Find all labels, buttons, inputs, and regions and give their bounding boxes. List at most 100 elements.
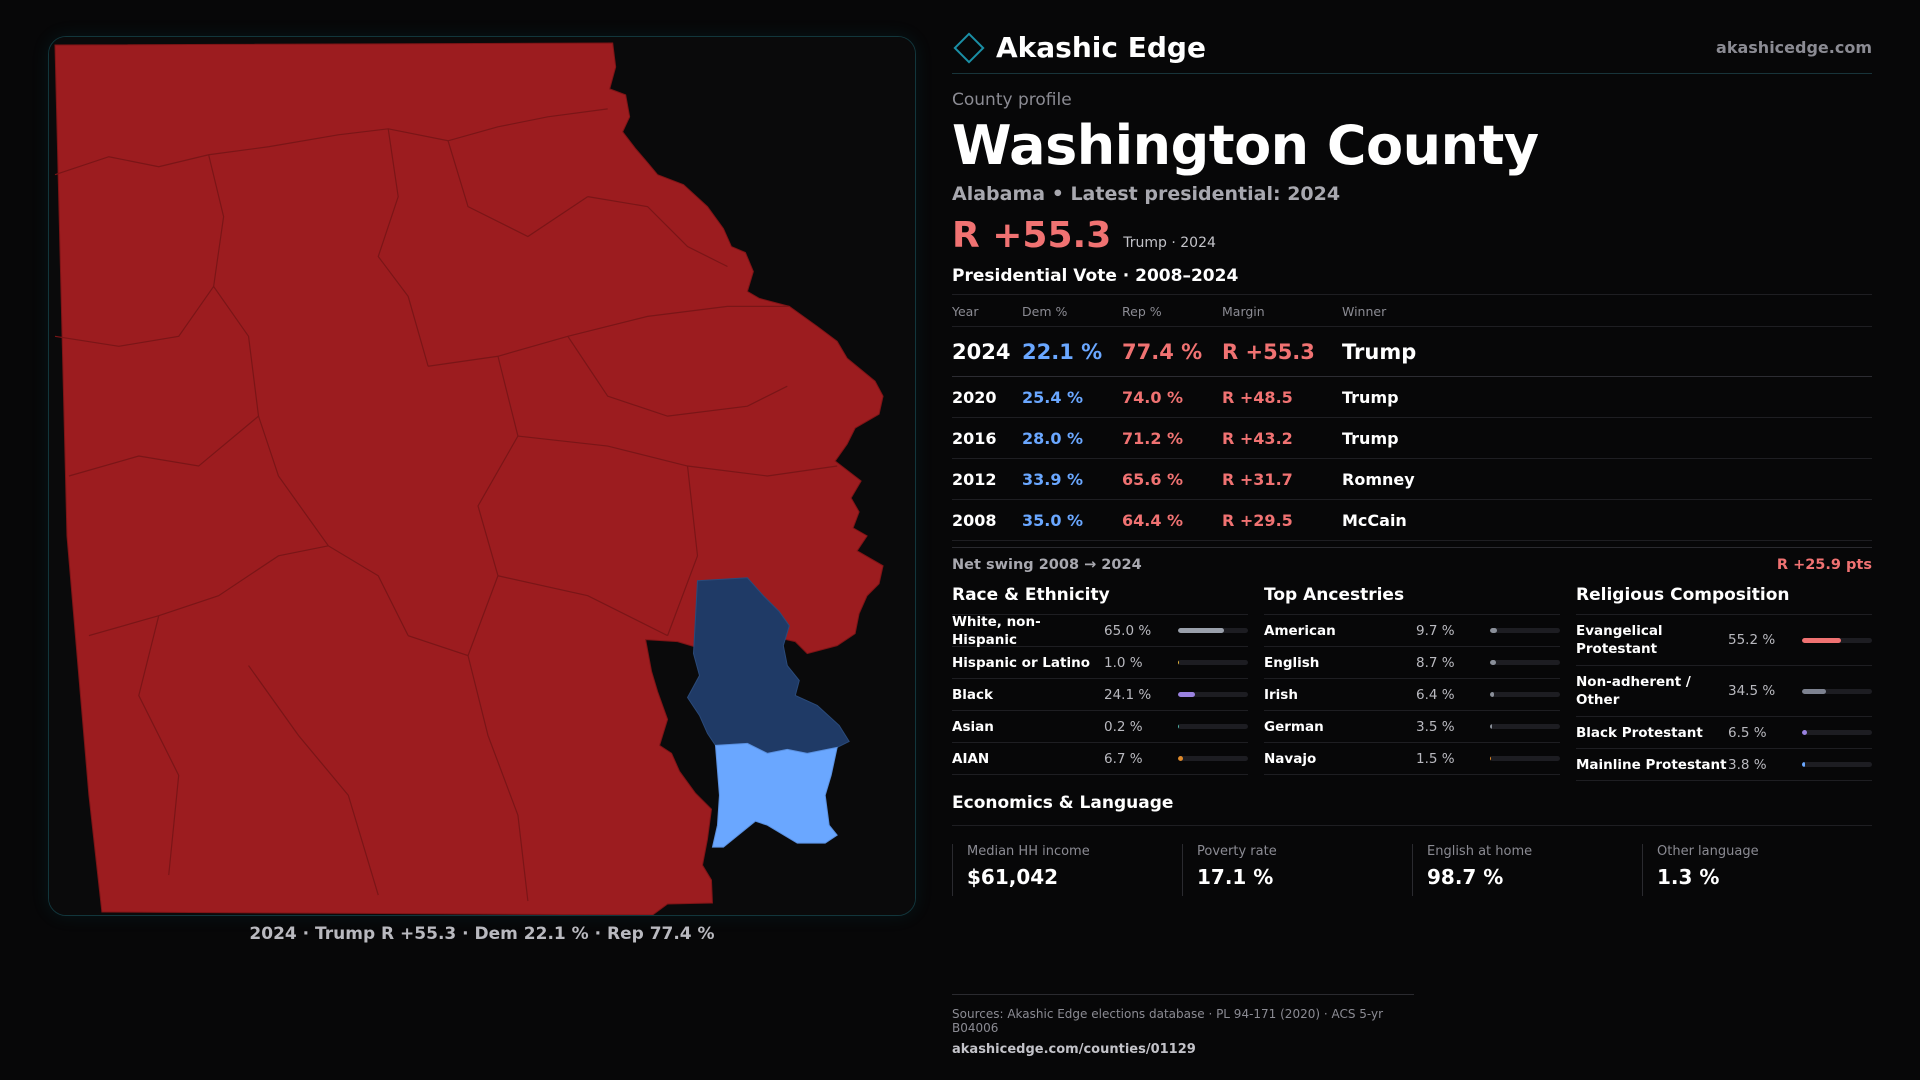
eyebrow: County profile: [952, 90, 1072, 110]
item-percent: 55.2 %: [1728, 632, 1776, 649]
list-item[interactable]: Mainline Protestant 3.8 %: [1576, 749, 1872, 782]
item-label: Black: [952, 686, 994, 703]
item-label: Hispanic or Latino: [952, 654, 1090, 671]
item-percent: 1.5 %: [1416, 750, 1455, 767]
brand-url-link[interactable]: akashicedge.com: [1716, 38, 1872, 57]
table-row[interactable]: 2016 28.0 % 71.2 % R +43.2 Trump: [952, 417, 1872, 460]
list-item[interactable]: Black 24.1 %: [952, 679, 1248, 712]
item-bar-fill: [1178, 660, 1179, 666]
item-percent: 65.0 %: [1104, 622, 1152, 639]
demographics-grid: Race & Ethnicity White, non-Hispanic 65.0…: [952, 585, 1872, 782]
ancestry-section: Top Ancestries American 9.7 % English 8.7 %…: [1264, 585, 1560, 781]
item-label: Mainline Protestant: [1576, 756, 1727, 773]
ancestry-title: Top Ancestries: [1264, 585, 1560, 616]
brand[interactable]: Akashic Edge: [952, 31, 1206, 64]
list-item[interactable]: German 3.5 %: [1264, 711, 1560, 744]
item-bar-fill: [1178, 724, 1179, 730]
item-bar-fill: [1802, 637, 1841, 643]
item-label: AIAN: [952, 750, 990, 767]
cell-winner: Trump: [1342, 417, 1872, 460]
list-item[interactable]: Navajo 1.5 %: [1264, 743, 1560, 776]
item-bar: [1178, 692, 1248, 698]
list-item[interactable]: Evangelical Protestant 55.2 %: [1576, 615, 1872, 667]
page-subtitle: Alabama • Latest presidential: 2024: [952, 183, 1341, 206]
item-bar-fill: [1490, 756, 1492, 762]
list-item[interactable]: Non-adherent / Other 34.5 %: [1576, 666, 1872, 718]
cell-winner: Romney: [1342, 458, 1872, 501]
list-item[interactable]: White, non-Hispanic 65.0 %: [952, 613, 1248, 648]
econ-label: Poverty rate: [1197, 844, 1277, 860]
item-label: Irish: [1264, 686, 1298, 703]
item-percent: 0.2 %: [1104, 718, 1143, 735]
item-bar-fill: [1178, 692, 1195, 698]
presidential-title: Presidential Vote · 2008–2024: [952, 266, 1239, 287]
econ-label: English at home: [1427, 844, 1533, 860]
list-item[interactable]: Asian 0.2 %: [952, 711, 1248, 744]
precinct-borders: [54, 108, 838, 902]
item-bar: [1802, 688, 1872, 694]
cell-dem: 35.0 %: [1022, 499, 1122, 542]
list-item[interactable]: American 9.7 %: [1264, 615, 1560, 648]
net-swing-value: R +25.9 pts: [1776, 557, 1872, 574]
econ-value: 98.7 %: [1427, 865, 1504, 890]
item-bar: [1802, 730, 1872, 736]
list-item[interactable]: Irish 6.4 %: [1264, 679, 1560, 712]
item-bar: [1490, 724, 1560, 730]
item-label: White, non-Hispanic: [952, 613, 1041, 648]
cell-dem: 25.4 %: [1022, 376, 1122, 419]
econ-value: 1.3 %: [1657, 865, 1720, 890]
item-percent: 6.4 %: [1416, 686, 1455, 703]
county-map[interactable]: [48, 36, 916, 916]
table-row[interactable]: 2020 25.4 % 74.0 % R +48.5 Trump: [952, 376, 1872, 419]
econ-value: 17.1 %: [1197, 865, 1274, 890]
presidential-table: Year Dem % Rep % Margin Winner 2024 22.1…: [952, 294, 1872, 542]
headline-margin: R +55.3: [952, 215, 1112, 257]
list-item[interactable]: AIAN 6.7 %: [952, 743, 1248, 776]
religion-title: Religious Composition: [1576, 585, 1872, 616]
cell-rep: 74.0 %: [1122, 376, 1222, 419]
race-title: Race & Ethnicity: [952, 585, 1248, 616]
econ-label: Other language: [1657, 844, 1759, 860]
col-margin-header: Margin: [1222, 294, 1342, 328]
list-item[interactable]: English 8.7 %: [1264, 647, 1560, 680]
precinct-dem-strong[interactable]: [686, 577, 850, 754]
precinct-map-svg[interactable]: [49, 37, 915, 915]
item-percent: 6.7 %: [1104, 750, 1143, 767]
econ-card-english: English at home 98.7 %: [1412, 844, 1642, 897]
table-row[interactable]: 2012 33.9 % 65.6 % R +31.7 Romney: [952, 458, 1872, 501]
precinct-rep-area[interactable]: [54, 42, 884, 915]
item-percent: 9.7 %: [1416, 622, 1455, 639]
economics-title: Economics & Language: [952, 793, 1872, 827]
item-bar-fill: [1490, 628, 1497, 634]
item-bar-fill: [1802, 762, 1805, 768]
cell-margin: R +48.5: [1222, 376, 1342, 419]
list-item[interactable]: Hispanic or Latino 1.0 %: [952, 647, 1248, 680]
cell-margin: R +31.7: [1222, 458, 1342, 501]
item-percent: 8.7 %: [1416, 654, 1455, 671]
item-bar: [1490, 628, 1560, 634]
col-rep-header: Rep %: [1122, 294, 1222, 328]
sources-line: Sources: Akashic Edge elections database…: [952, 1007, 1384, 1035]
econ-card-income: Median HH income $61,042: [952, 844, 1182, 897]
sources-url-link[interactable]: akashicedge.com/counties/01129: [952, 1042, 1196, 1057]
ancestry-list: American 9.7 % English 8.7 % Irish 6.4 % Germa…: [1264, 615, 1560, 776]
item-percent: 3.5 %: [1416, 718, 1455, 735]
cell-year: 2012: [952, 458, 1022, 501]
econ-card-poverty: Poverty rate 17.1 %: [1182, 844, 1412, 897]
precinct-dem-light[interactable]: [711, 742, 838, 848]
table-row[interactable]: 2008 35.0 % 64.4 % R +29.5 McCain: [952, 499, 1872, 542]
map-caption: 2024 · Trump R +55.3 · Dem 22.1 % · Rep …: [249, 924, 715, 944]
cell-winner: McCain: [1342, 499, 1872, 542]
table-row[interactable]: 2024 22.1 % 77.4 % R +55.3 Trump: [952, 326, 1872, 378]
diamond-logo-icon: [953, 31, 985, 64]
econ-card-other-language: Other language 1.3 %: [1642, 844, 1872, 897]
item-bar-fill: [1802, 730, 1807, 736]
item-percent: 34.5 %: [1728, 683, 1776, 700]
col-dem-header: Dem %: [1022, 294, 1122, 328]
economics-grid: Median HH income $61,042 Poverty rate 17…: [952, 844, 1872, 897]
item-label: Evangelical Protestant: [1576, 623, 1663, 658]
list-item[interactable]: Black Protestant 6.5 %: [1576, 717, 1872, 750]
cell-winner: Trump: [1342, 376, 1872, 419]
cell-dem: 28.0 %: [1022, 417, 1122, 460]
cell-margin: R +55.3: [1222, 326, 1342, 378]
